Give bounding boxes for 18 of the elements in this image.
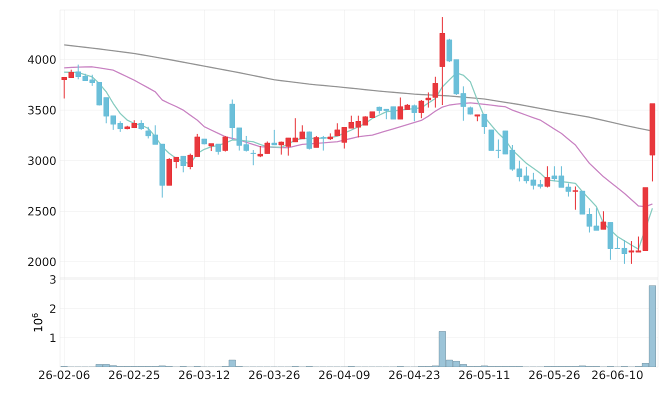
y-tick-label: 2500 [28, 206, 56, 216]
x-tick-label: 26-02-25 [109, 370, 160, 380]
x-tick-label: 26-04-09 [319, 370, 370, 380]
x-tick-label: 26-04-23 [389, 370, 440, 380]
y-axis-title: 10$^{6}$ [32, 313, 42, 332]
x-tick-label: 26-06-10 [592, 370, 643, 380]
x-tick-label: 26-05-26 [529, 370, 580, 380]
y-tick-label: 2 [50, 304, 56, 313]
y-tick-label: 1 [50, 334, 56, 342]
x-tick-label: 26-05-11 [459, 370, 510, 380]
x-tick-label: 26-03-12 [179, 370, 230, 380]
x-tick-label: 26-03-26 [249, 370, 300, 380]
y-tick-label: 4000 [28, 55, 56, 64]
y-tick-label: 3 [50, 275, 56, 284]
y-tick-label: 3000 [28, 156, 56, 166]
y-tick-label: 2000 [28, 257, 56, 266]
x-tick-label: 26-02-06 [39, 370, 90, 380]
y-tick-label: 3500 [28, 106, 56, 114]
